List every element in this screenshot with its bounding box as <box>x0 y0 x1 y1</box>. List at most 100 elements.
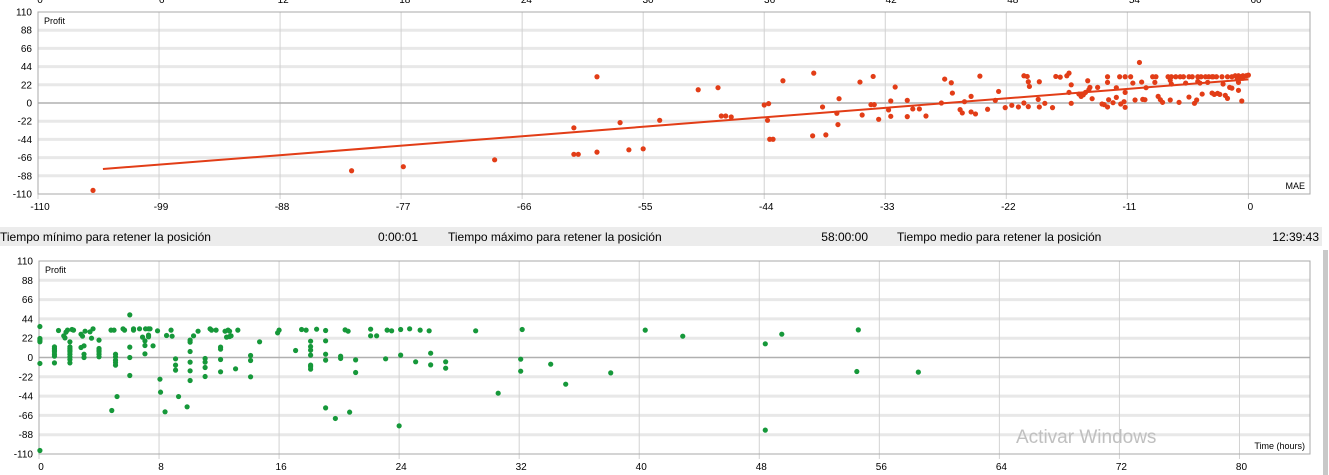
data-point <box>657 117 663 123</box>
data-point <box>1104 79 1111 86</box>
data-point <box>1036 79 1042 85</box>
data-point <box>308 347 314 353</box>
data-point <box>959 110 965 116</box>
data-point <box>37 339 43 345</box>
y-tick-label: -66 <box>18 153 33 164</box>
vertical-scrollbar[interactable] <box>1323 250 1328 475</box>
data-point <box>723 113 729 119</box>
data-point <box>314 326 320 332</box>
x-tick-label: -66 <box>517 202 532 213</box>
data-point <box>972 111 979 117</box>
data-point <box>1168 81 1174 87</box>
data-point <box>718 113 724 119</box>
data-point <box>154 328 161 334</box>
data-point <box>1183 80 1189 86</box>
max-hold-time-value: 58:00:00 <box>821 230 868 244</box>
data-point <box>1245 72 1251 78</box>
clipped-tick-label: 6 <box>159 0 165 6</box>
avg-hold-time-value: 12:39:43 <box>1272 230 1319 244</box>
data-point <box>961 99 968 105</box>
data-point <box>187 368 193 374</box>
y-tick-label: -22 <box>19 372 34 383</box>
data-point <box>1235 87 1242 93</box>
data-point <box>413 359 419 365</box>
x-axis-label: Time (hours) <box>1254 441 1305 451</box>
data-point <box>834 110 840 116</box>
clipped-tick-label: 18 <box>399 0 411 6</box>
data-point <box>190 333 197 339</box>
data-point <box>518 356 524 362</box>
data-point <box>426 328 432 334</box>
data-point <box>247 352 254 359</box>
x-tick-label: -22 <box>1001 202 1016 213</box>
data-point <box>184 404 190 410</box>
data-point <box>247 374 254 380</box>
data-point <box>400 164 406 170</box>
trend-line <box>102 78 1249 171</box>
data-point <box>145 334 152 340</box>
data-point <box>984 106 991 112</box>
x-tick-label: 8 <box>158 462 164 473</box>
x-axis-label: MAE <box>1285 181 1305 191</box>
clipped-tick-label: 48 <box>1007 0 1019 6</box>
data-point <box>1068 82 1074 88</box>
y-tick-label: -66 <box>19 411 34 422</box>
data-point <box>428 362 434 368</box>
y-tick-label: -22 <box>18 117 33 128</box>
data-point <box>996 88 1002 95</box>
data-point <box>715 85 721 91</box>
data-point <box>548 361 554 367</box>
data-point <box>948 80 954 86</box>
x-tick-label: 56 <box>876 462 888 473</box>
data-point <box>1234 76 1240 82</box>
data-point <box>1066 70 1072 76</box>
data-point <box>876 116 882 122</box>
data-point <box>761 102 767 108</box>
min-hold-time-label: Tiempo mínimo para retener la posición <box>0 230 211 244</box>
data-point <box>1152 79 1158 86</box>
data-point <box>811 70 817 76</box>
data-point <box>323 327 329 334</box>
min-hold-time-value: 0:00:01 <box>377 230 418 244</box>
data-point <box>96 354 102 360</box>
data-point <box>1219 74 1225 80</box>
data-point <box>855 327 861 333</box>
data-point <box>217 356 224 363</box>
data-point <box>172 367 179 373</box>
data-point <box>172 362 179 368</box>
data-point <box>1117 74 1123 80</box>
data-point <box>1213 74 1220 80</box>
data-point <box>88 335 95 341</box>
y-tick-label: 88 <box>22 276 34 287</box>
data-point <box>127 354 133 361</box>
data-point <box>563 381 569 387</box>
data-point <box>396 423 402 429</box>
data-point <box>195 328 201 334</box>
data-point <box>519 326 525 333</box>
x-tick-label: 0 <box>1248 202 1254 213</box>
data-point <box>888 113 894 119</box>
data-point <box>96 337 102 343</box>
data-point <box>142 351 148 357</box>
data-point <box>1068 100 1074 106</box>
data-point <box>1036 104 1042 110</box>
data-point <box>168 327 174 333</box>
activate-windows-watermark: Activar Windows <box>1016 427 1157 448</box>
x-tick-label: 40 <box>636 462 648 473</box>
data-point <box>202 373 208 380</box>
data-point <box>383 356 389 362</box>
y-tick-label: 110 <box>17 257 33 268</box>
data-point <box>915 369 921 375</box>
data-point <box>70 327 77 333</box>
data-point <box>1113 85 1119 91</box>
data-point <box>51 353 58 359</box>
data-point <box>968 93 974 99</box>
data-point <box>121 327 128 333</box>
data-point <box>81 354 87 361</box>
data-point <box>187 348 193 355</box>
status-bar: Tiempo mínimo para retener la posición 0… <box>0 227 1322 246</box>
x-tick-label: 0 <box>38 462 44 473</box>
data-point <box>762 341 768 347</box>
data-point <box>575 151 581 157</box>
data-point <box>857 79 863 85</box>
